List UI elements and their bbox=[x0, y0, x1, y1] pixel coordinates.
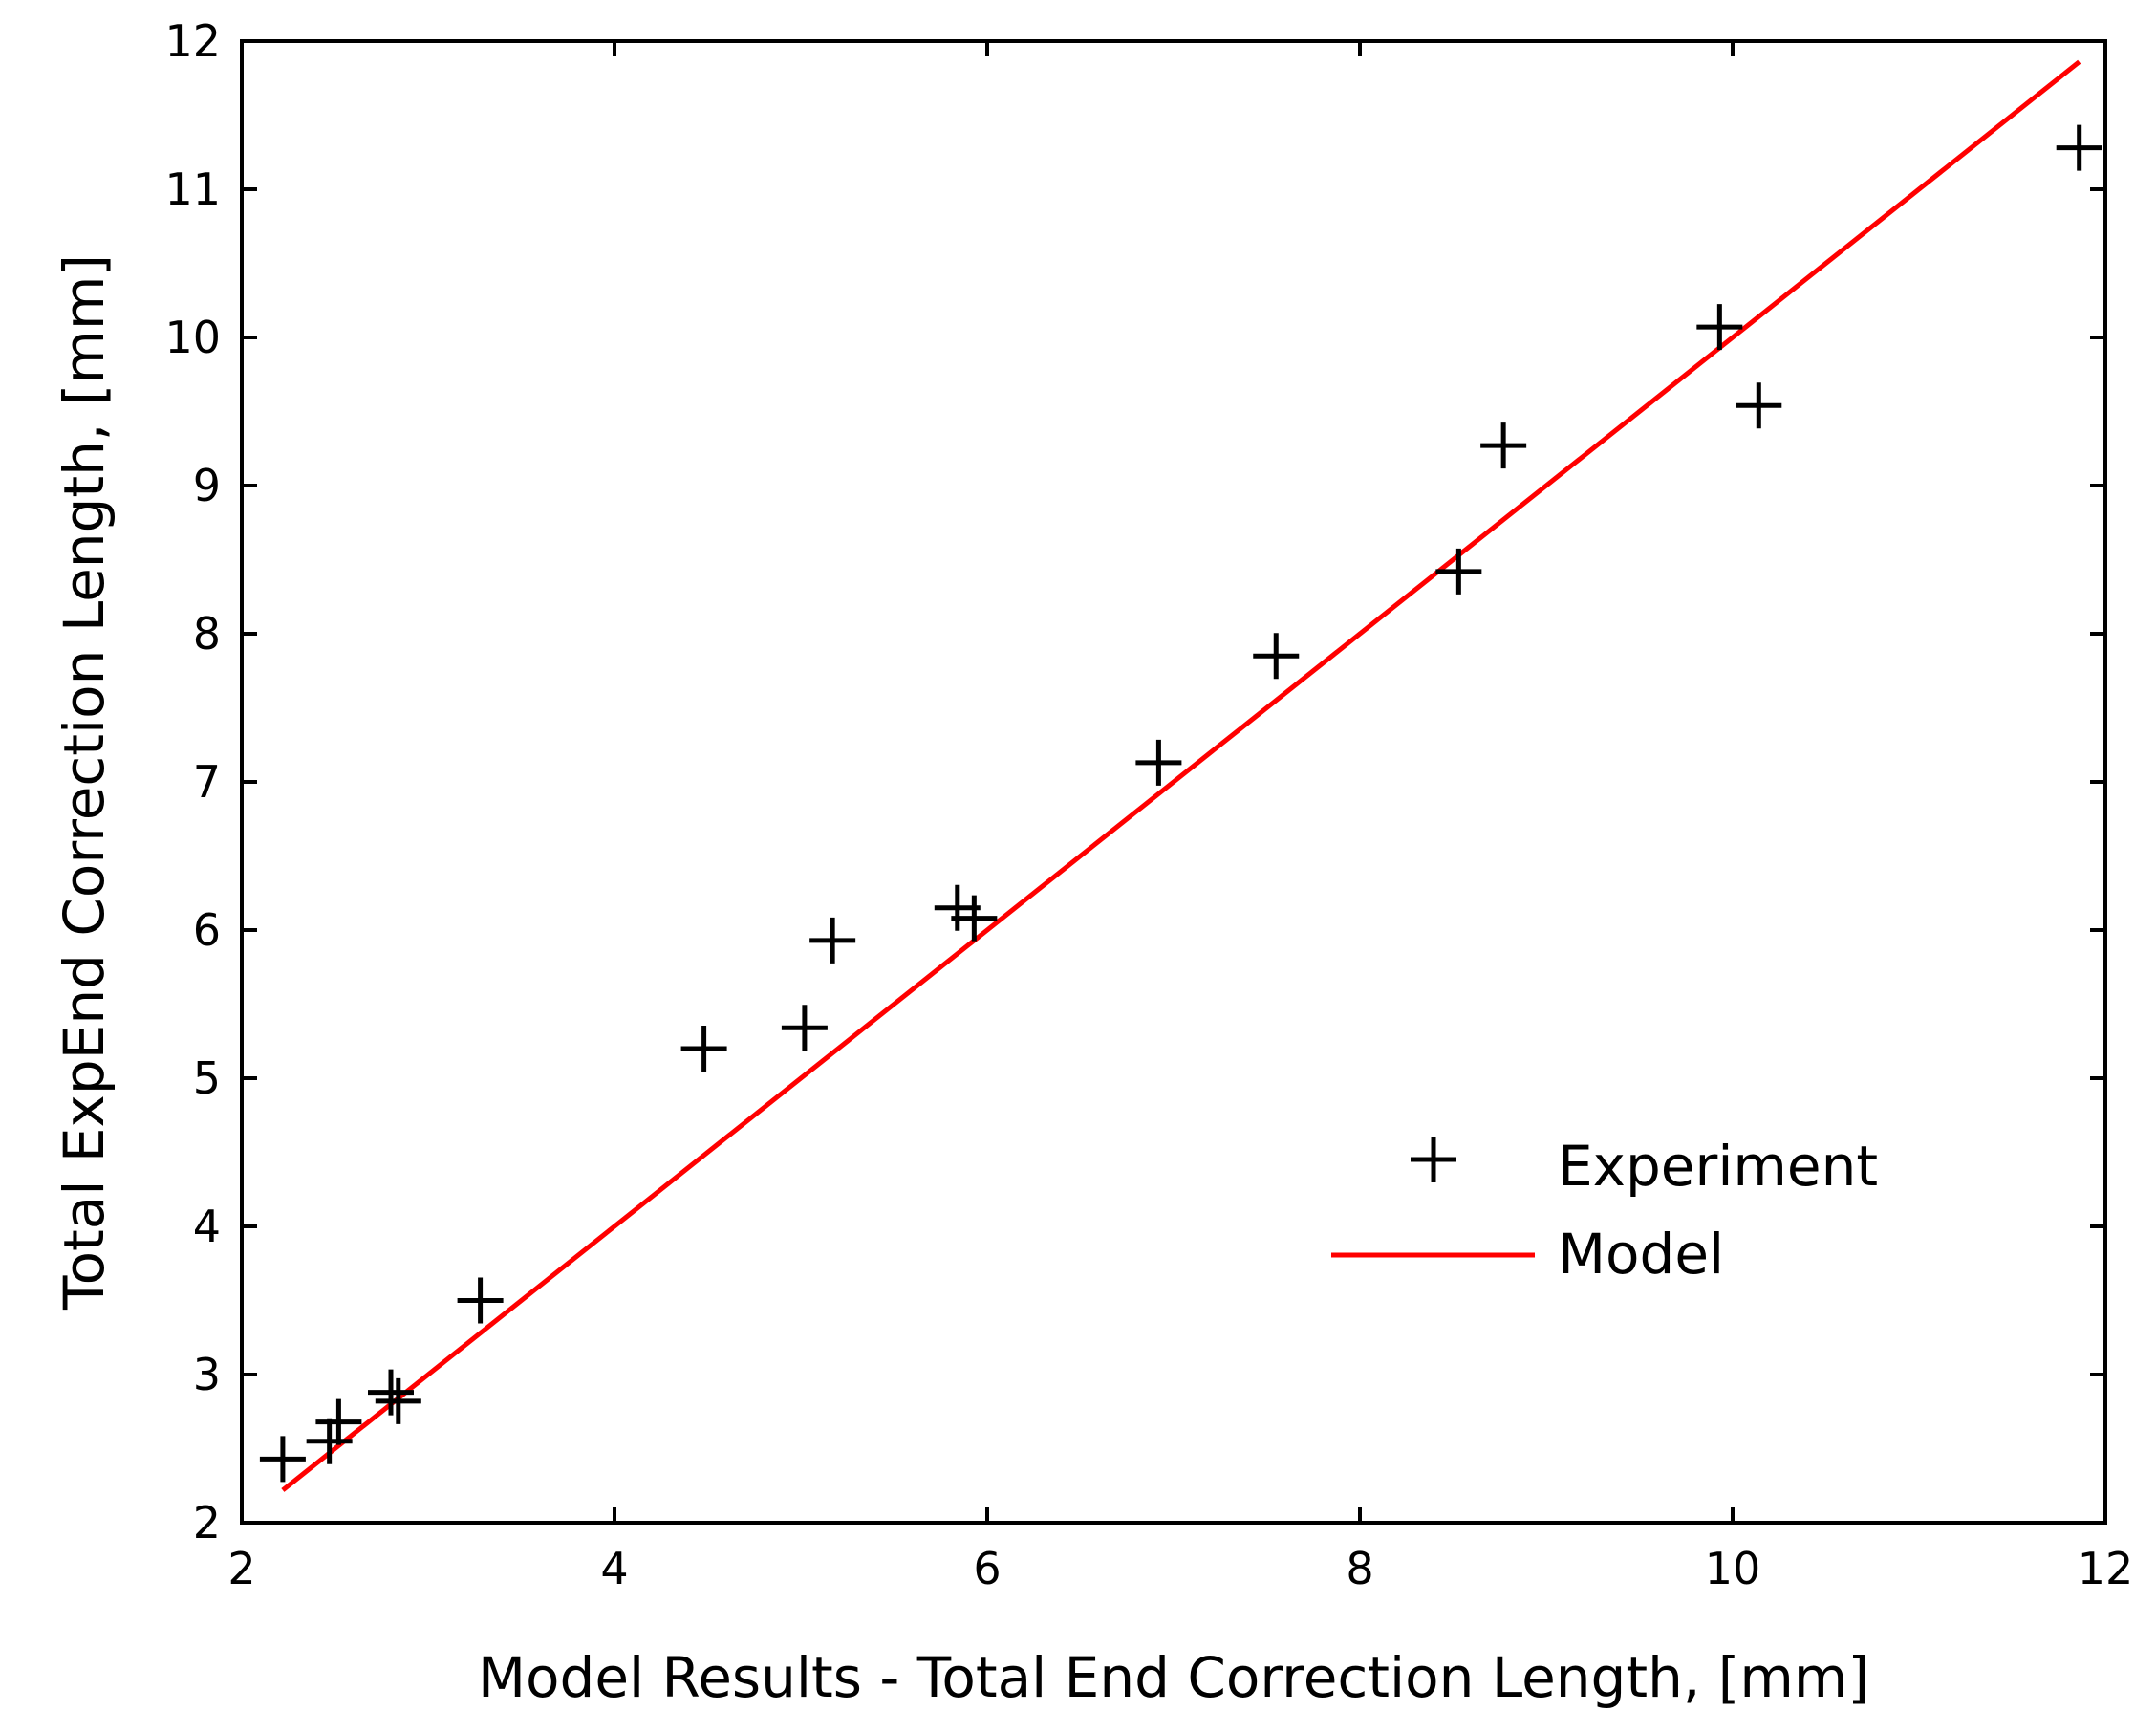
experiment-point bbox=[1480, 422, 1527, 469]
experiment-point bbox=[306, 1418, 353, 1464]
experiment-point bbox=[259, 1436, 306, 1483]
experiment-point bbox=[368, 1369, 414, 1416]
experiment-point bbox=[315, 1398, 362, 1445]
y-tick-labels: 2 3 4 5 6 7 8 9 10 11 12 bbox=[164, 15, 221, 1549]
experiment-point bbox=[457, 1277, 504, 1324]
experiment-point bbox=[951, 895, 998, 942]
experiment-point bbox=[1696, 304, 1743, 351]
x-tick-label: 2 bbox=[227, 1543, 255, 1594]
x-tick-label: 10 bbox=[1705, 1543, 1761, 1594]
model-series bbox=[281, 59, 2081, 1492]
experiment-point bbox=[680, 1026, 727, 1072]
legend-experiment-label: Experiment bbox=[1558, 1134, 1878, 1199]
experiment-point bbox=[809, 917, 856, 964]
x-tick-labels: 2 4 6 8 10 12 bbox=[227, 1543, 2133, 1594]
legend-experiment-marker bbox=[1411, 1137, 1456, 1182]
x-tick-label: 4 bbox=[600, 1543, 628, 1594]
experiment-point bbox=[1435, 548, 1482, 595]
x-tick-label: 6 bbox=[973, 1543, 1001, 1594]
axis-ticks bbox=[242, 41, 2105, 1523]
y-tick-label: 3 bbox=[193, 1349, 221, 1400]
y-tick-label: 4 bbox=[193, 1201, 221, 1252]
experiment-point bbox=[781, 1005, 828, 1051]
y-tick-label: 10 bbox=[164, 312, 221, 363]
legend: Experiment Model bbox=[1331, 1134, 1878, 1287]
y-tick-label: 9 bbox=[193, 460, 221, 511]
y-tick-label: 7 bbox=[193, 756, 221, 808]
y-axis-title: Total ExpEnd Correction Length, [mm] bbox=[52, 254, 117, 1311]
experiment-point bbox=[1253, 633, 1300, 680]
experiment-series bbox=[259, 124, 2102, 1483]
x-tick-label: 8 bbox=[1346, 1543, 1373, 1594]
y-tick-label: 11 bbox=[164, 163, 221, 215]
x-axis-title: Model Results - Total End Correction Len… bbox=[478, 1645, 1869, 1710]
y-tick-label: 8 bbox=[193, 608, 221, 660]
experiment-point bbox=[1736, 382, 1782, 429]
y-tick-label: 5 bbox=[193, 1052, 221, 1104]
y-tick-label: 12 bbox=[164, 15, 221, 67]
legend-model-label: Model bbox=[1558, 1222, 1724, 1287]
experiment-point bbox=[375, 1377, 421, 1424]
model-line bbox=[281, 59, 2081, 1492]
experiment-point bbox=[1135, 739, 1182, 786]
x-tick-label: 12 bbox=[2078, 1543, 2134, 1594]
experiment-point bbox=[2056, 124, 2102, 171]
y-tick-label: 6 bbox=[193, 904, 221, 956]
y-tick-label: 2 bbox=[193, 1497, 221, 1549]
